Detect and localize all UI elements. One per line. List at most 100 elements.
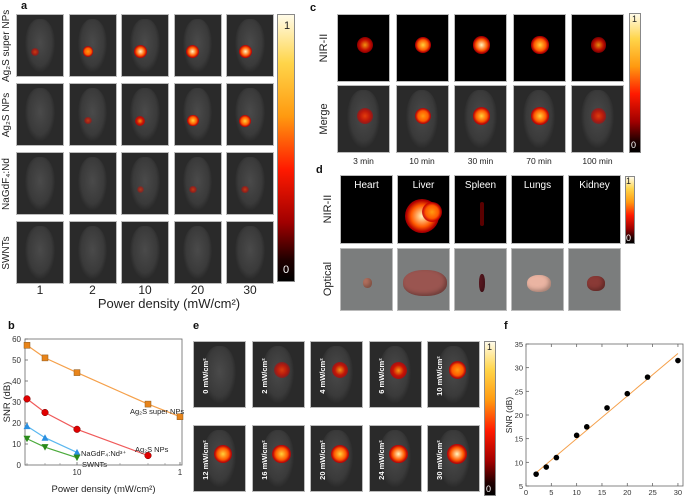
panel-a-colorbar-max: 1 [284,20,291,32]
mouse-silhouette [235,87,265,142]
chart-f-point [543,464,550,470]
panel-a-tile [121,221,169,284]
chart-f-ylabel: SNR (dB) [504,397,514,434]
chart-b-series-label-3: SWNTs [82,460,107,469]
fluorescence-signal [273,361,290,379]
chart-f-ytick-label: 15 [515,435,523,444]
panel-e-power-label: 24 mW/cm² [376,439,386,480]
panel-c-nir-tile [395,14,449,82]
chart-f-point [573,432,580,439]
chart-b-point-2 [23,422,31,430]
chart-b-point-1 [23,395,31,403]
chart-b-ytick-label: 60 [12,335,21,344]
panel-a-col-label: 2 [89,283,96,297]
panel-c-colorbar [629,13,641,153]
panel-d-nir-tile: Liver [397,175,450,244]
panel-d-optical-tile [568,248,621,311]
mouse-silhouette [25,18,55,73]
chart-f-ytick-label: 5 [519,482,523,491]
panel-e-power-label: 30 mW/cm² [435,439,444,480]
panel-c-merge-tile [512,85,566,153]
panel-c-nir-tile [454,14,507,82]
chart-b-xtick-label: 1 [178,468,183,477]
panel-a-tile [121,83,169,146]
fluorescence-signal [272,444,291,464]
panel-d-nir-tile: Spleen [454,175,507,244]
mouse-silhouette [130,225,160,280]
chart-b-point-1 [144,452,152,460]
panel-a-tile [16,83,64,146]
panel-a-tile [68,152,117,215]
panel-e-power-label: 10 mW/cm² [435,355,444,396]
panel-e-tile: 4 mW/cm² [310,341,363,408]
panel-d-colorbar-min: 0 [626,233,632,243]
chart-f-ytick-label: 20 [515,411,523,420]
panel-e-colorbar [484,341,496,496]
panel-e-tile: 0 mW/cm² [193,341,246,408]
mouse-silhouette [25,225,55,280]
mouse-silhouette [25,87,55,142]
fluorescence-signal [472,107,491,125]
panel-e-power-label: 2 mW/cm² [259,357,269,394]
fluorescence-signal [136,186,144,193]
mouse-silhouette [130,18,160,73]
chart-b-xtick-label: 10 [73,468,82,477]
fluorescence-signal [389,444,409,464]
mouse-silhouette [77,87,108,142]
chart-f-ytick-label: 25 [515,387,523,396]
panel-c-row-label: NIR-II [318,33,330,63]
panel-e-power-label: 16 mW/cm² [259,439,269,480]
panel-a-colorbar [277,14,295,282]
chart-f-point [553,454,560,461]
panel-d-nir-tile: Kidney [568,175,621,244]
fluorescence-signal [135,115,146,126]
fluorescence-signal [356,108,373,124]
chart-b-ytick-label: 10 [12,440,21,449]
panel-a-colorbar-min: 0 [283,264,290,276]
chart-b-point-2 [41,434,49,441]
panel-a-tile [121,152,169,215]
chart-f-point [604,405,610,411]
panel-a-row-label: SWNTs [1,235,12,270]
panel-d-optical-tile [340,248,393,311]
fluorescence-signal [390,361,408,379]
panel-a-row-label: NaGdF₄:Nd [1,157,12,210]
panel-a-tile [16,221,64,284]
panel-a-tile [226,14,274,77]
mouse-silhouette [130,87,160,142]
chart-b-series-line-3 [26,438,78,459]
chart-f-ytick-label: 30 [515,364,523,373]
fluorescence-signal [414,36,432,54]
panel-a-tile [121,14,169,77]
panel-e-tile: 30 mW/cm² [427,425,480,492]
panel-e-power-label: 4 mW/cm² [318,357,327,394]
organ-photo [586,275,605,291]
organ-photo [478,274,485,292]
fluorescence-signal [356,37,373,53]
panel-e-power-label: 6 mW/cm² [376,357,386,394]
fluorescence-signal [448,361,466,379]
chart-f-ytick-label: 10 [515,458,523,467]
chart-b-point-0 [23,342,31,349]
chart-b-series-label-2: NaGdF₄:Nd³⁺ [81,449,126,458]
chart-f-point [675,357,681,364]
mouse-silhouette [235,156,265,211]
chart-b-series-line-0 [26,344,181,418]
mouse-silhouette [182,87,213,142]
fluorescence-signal [133,45,147,58]
chart-b-point-3 [23,435,31,443]
panel-e-power-label: 0 mW/cm² [201,357,210,394]
fluorescence-signal [239,114,252,127]
panel-e-tile: 2 mW/cm² [251,341,305,408]
panel-c-colorbar-min: 0 [631,140,637,150]
chart-b-point-3 [73,454,81,462]
panel-a-tile [68,83,117,146]
panel-label-f: f [504,320,508,332]
panel-e-tile: 24 mW/cm² [368,425,422,492]
fluorescence-signal [186,114,199,127]
mouse-silhouette [77,156,108,211]
chart-b-ylabel: SNR (dB) [2,382,13,423]
panel-c-time-label: 100 min [582,156,613,166]
chart-b-series-label-0: Ag₂S super NPs [130,407,184,416]
chart-b-point-1 [73,425,81,433]
